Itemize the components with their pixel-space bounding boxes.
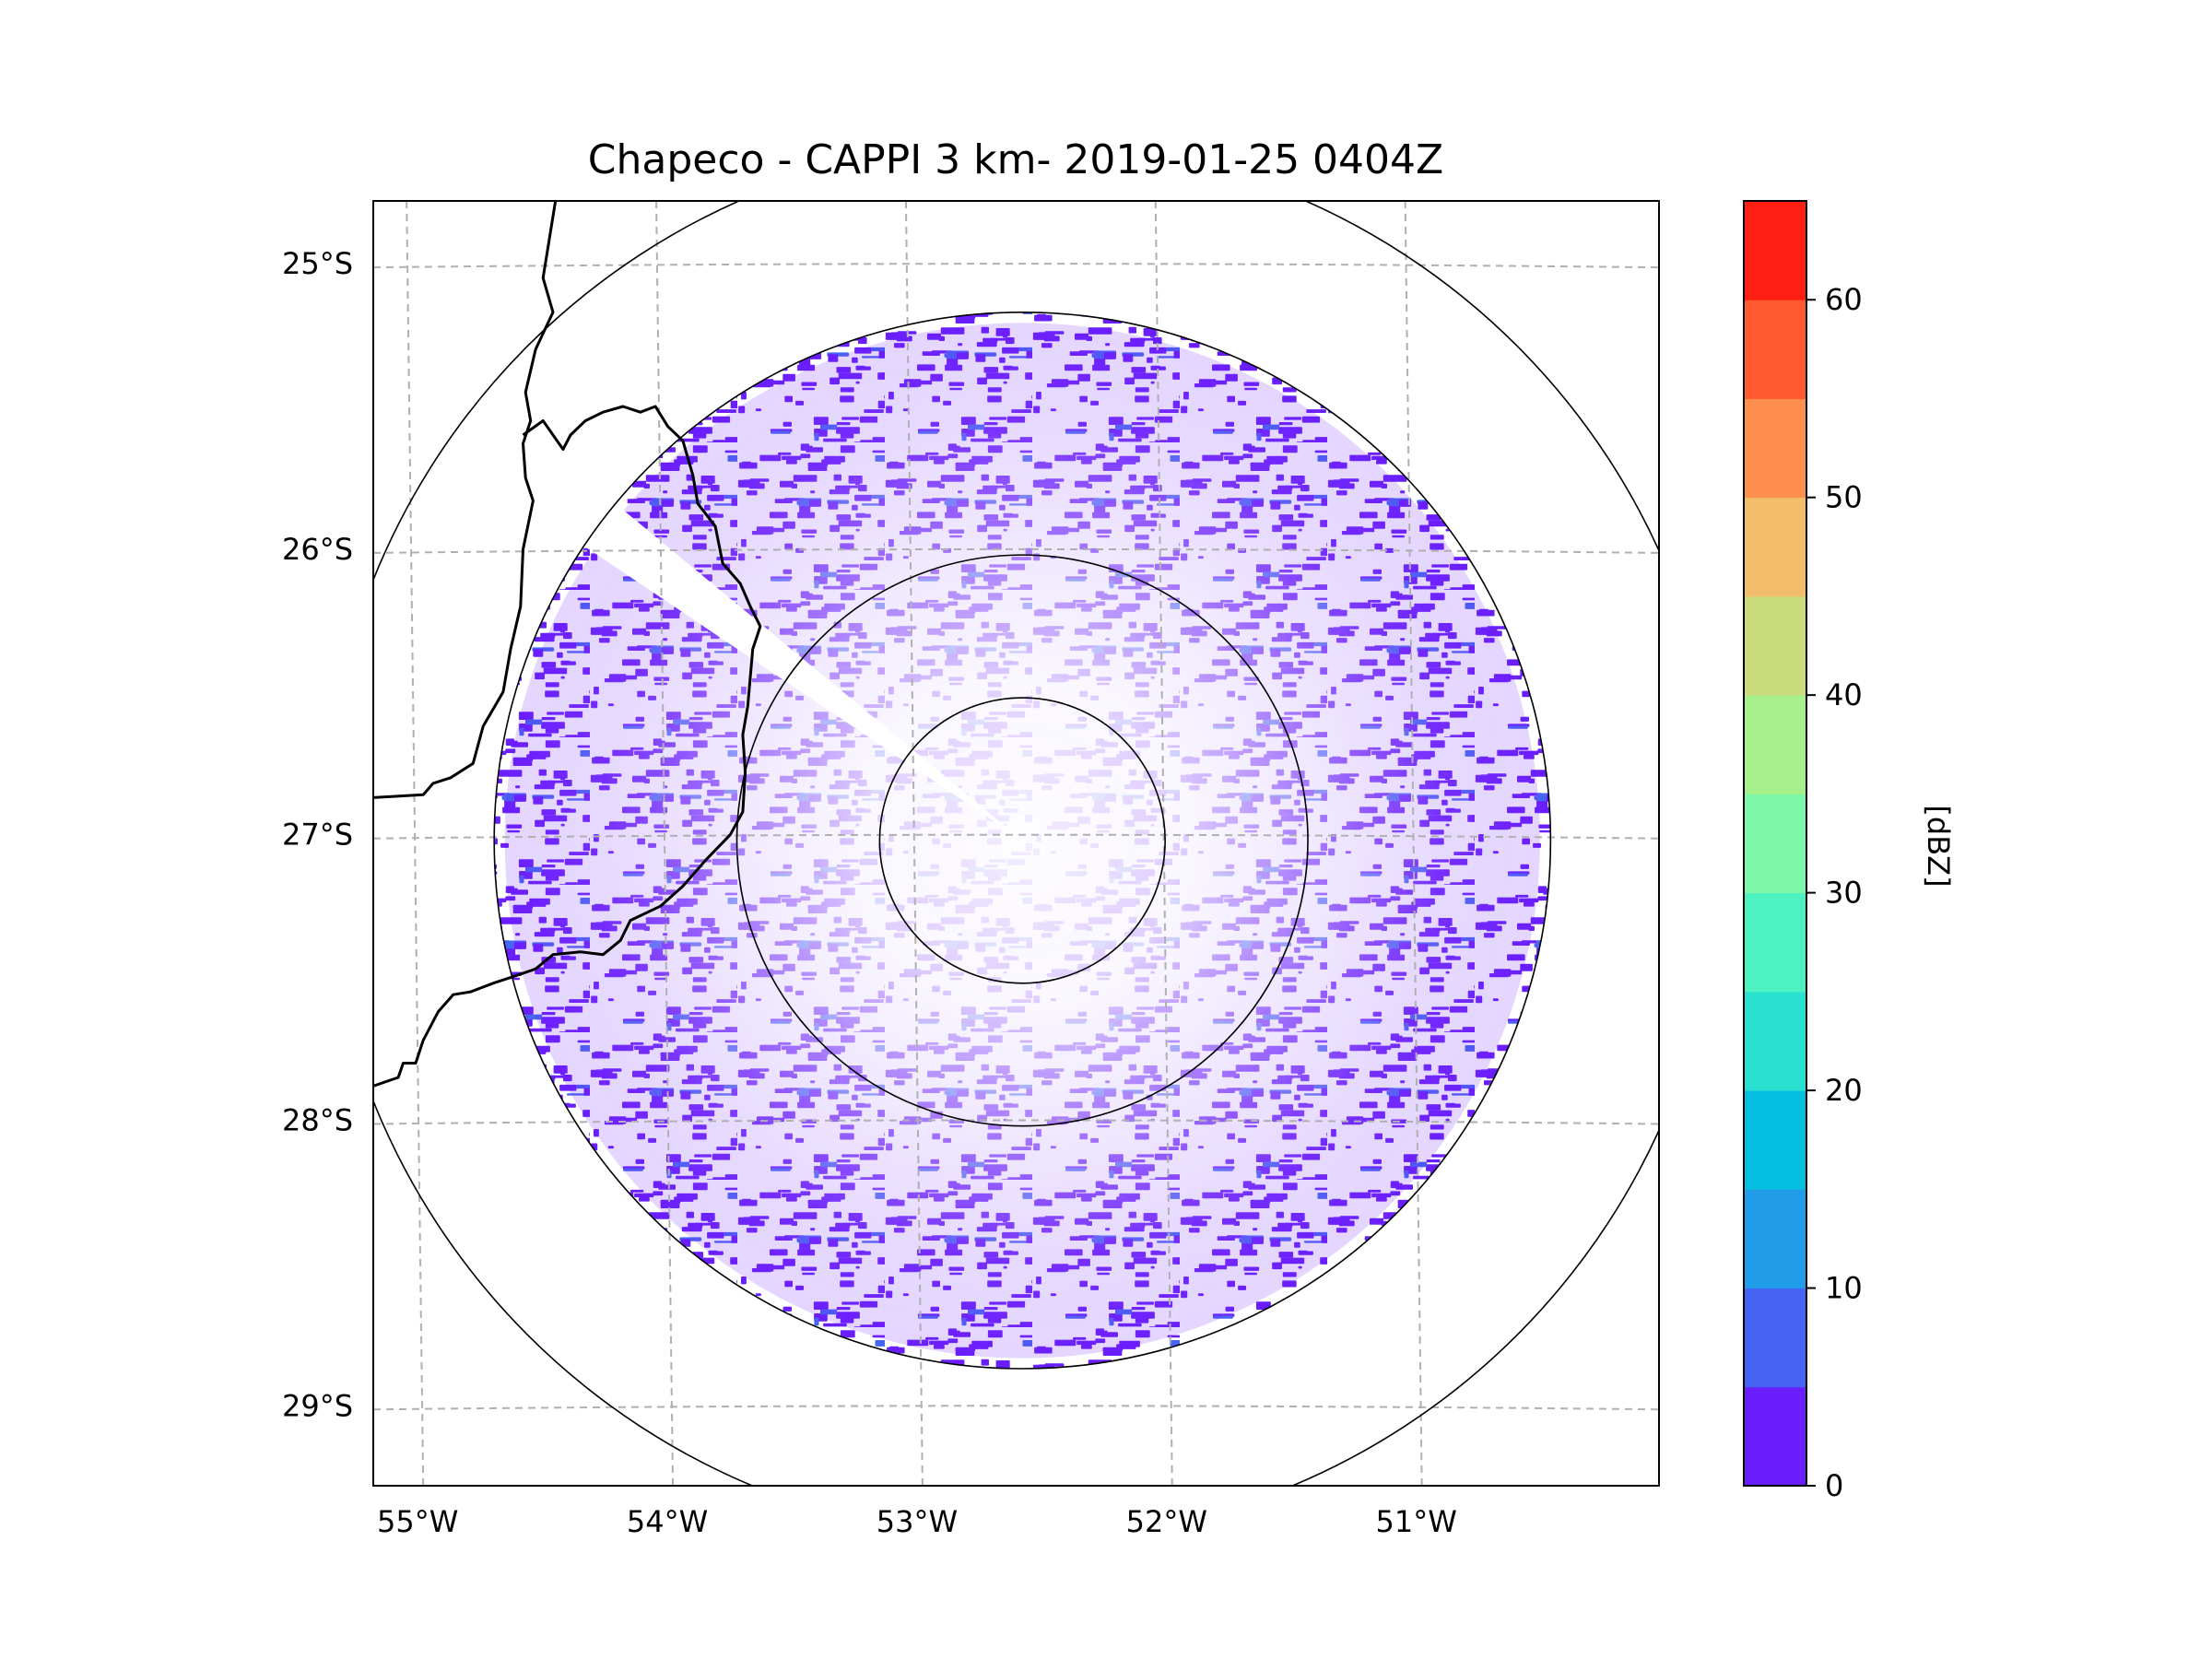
range-rings bbox=[373, 201, 1659, 1486]
colorbar-segment bbox=[1744, 794, 1806, 894]
colorbar: 0 10 20 30 40 50 60 bbox=[1743, 200, 1863, 1503]
reflectivity-echoes bbox=[494, 312, 1551, 1369]
longitude-tick-label: 53°W bbox=[877, 1504, 958, 1539]
colorbar-tick-label: 0 bbox=[1825, 1468, 1843, 1503]
colorbar-tick-label: 50 bbox=[1825, 480, 1863, 515]
border-line bbox=[373, 201, 558, 799]
colorbar-tick-label: 20 bbox=[1825, 1073, 1863, 1108]
colorbar-segment bbox=[1744, 892, 1806, 993]
colorbar-tick-label: 30 bbox=[1825, 876, 1863, 911]
colorbar-segment bbox=[1744, 201, 1806, 300]
colorbar-segment bbox=[1744, 695, 1806, 794]
reflectivity-haze bbox=[504, 323, 1540, 1359]
longitude-tick-label: 54°W bbox=[627, 1504, 708, 1539]
latitude-tick-label: 29°S bbox=[282, 1388, 353, 1423]
latitude-tick-labels: 25°S 26°S 27°S 28°S 29°S bbox=[282, 246, 353, 1423]
colorbar-label: [dBZ] bbox=[1921, 805, 1956, 887]
colorbar-frame bbox=[1743, 200, 1807, 1487]
colorbar-tick-label: 10 bbox=[1825, 1271, 1863, 1306]
latitude-tick-label: 28°S bbox=[282, 1102, 353, 1137]
latitude-tick-label: 27°S bbox=[282, 818, 353, 853]
map-axes-frame bbox=[372, 200, 1660, 1487]
colorbar-segment bbox=[1744, 1386, 1806, 1487]
political-borders bbox=[373, 201, 762, 1088]
colorbar-segment bbox=[1744, 497, 1806, 597]
longitude-tick-label: 51°W bbox=[1375, 1504, 1456, 1539]
colorbar-segment bbox=[1744, 398, 1806, 499]
latitude-tick-label: 25°S bbox=[282, 246, 353, 281]
longitude-tick-label: 52°W bbox=[1126, 1504, 1207, 1539]
colorbar-segment bbox=[1744, 300, 1806, 399]
border-line bbox=[373, 405, 762, 1088]
longitude-tick-label: 55°W bbox=[377, 1504, 458, 1539]
colorbar-tick-label: 40 bbox=[1825, 677, 1863, 712]
colorbar-segment bbox=[1744, 595, 1806, 696]
longitude-tick-labels: 55°W 54°W 53°W 52°W 51°W bbox=[377, 1504, 1457, 1539]
colorbar-segment bbox=[1744, 1090, 1806, 1190]
reflectivity-field bbox=[494, 312, 1551, 1369]
colorbar-segment bbox=[1744, 1288, 1806, 1388]
range-ring bbox=[735, 554, 1309, 1127]
range-ring bbox=[493, 312, 1552, 1370]
latitude-tick-label: 26°S bbox=[282, 532, 353, 567]
colorbar-tick-label: 60 bbox=[1825, 282, 1863, 317]
colorbar-segment bbox=[1744, 1189, 1806, 1289]
chart-title: Chapeco - CAPPI 3 km- 2019-01-25 0404Z bbox=[588, 136, 1443, 183]
colorbar-segment bbox=[1744, 991, 1806, 1091]
range-ring bbox=[878, 697, 1166, 984]
